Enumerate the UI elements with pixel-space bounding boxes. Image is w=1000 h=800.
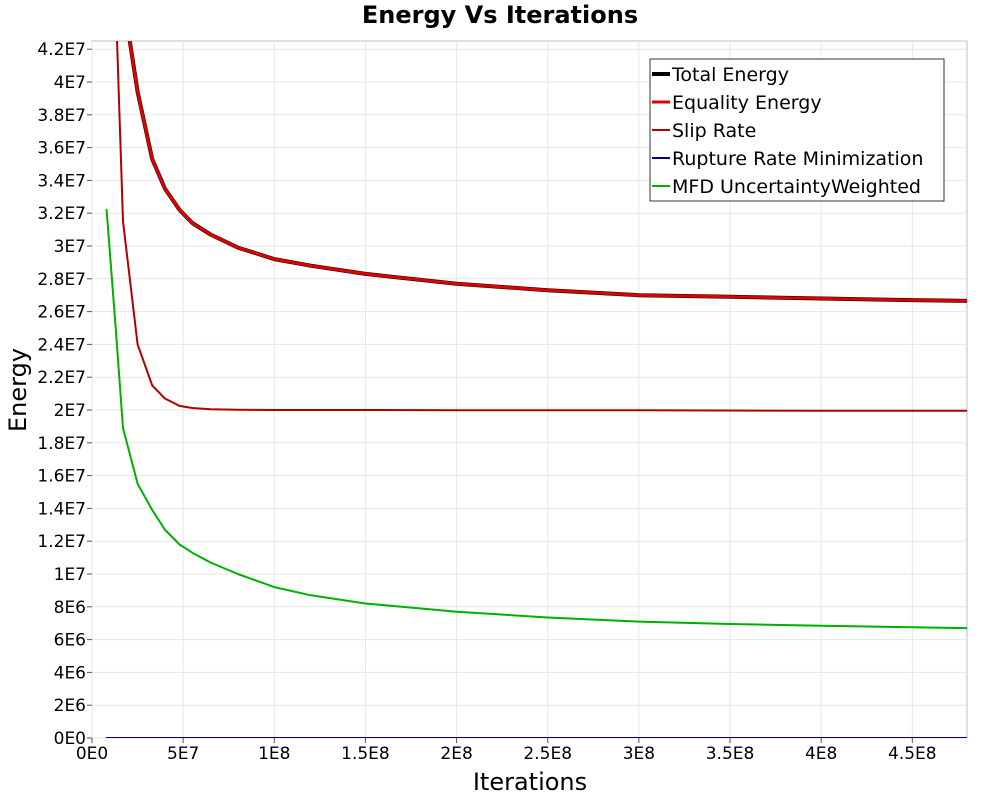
legend: Total Energy Equality Energy Slip Rate Rupt… [649,58,945,202]
y-tick-label: 3.4E7 [37,171,86,191]
x-tick-label: 2.5E8 [523,744,572,764]
y-tick-label: 2E7 [54,401,86,421]
x-tick-label: 3.5E8 [706,744,755,764]
series-lines [105,41,967,738]
legend-label: Total Energy [671,64,789,86]
y-tick-label: 6E6 [54,631,86,651]
y-tick-label: 4E7 [54,73,86,93]
y-tick-label: 8E6 [54,598,86,618]
series-line-equality-energy [128,41,967,303]
x-axis-label: Iterations [473,768,587,796]
y-axis-ticks: 0E0 2E6 4E6 6E6 8E6 1E7 1.2E7 1.4E7 1.6E7 1.8E7 2E… [37,40,92,749]
y-axis-label: Energy [4,348,32,432]
y-tick-label: 3.8E7 [37,106,86,126]
y-tick-label: 2E6 [54,696,86,716]
y-tick-label: 0E0 [54,729,86,749]
legend-box [649,58,945,202]
x-tick-label: 2E8 [440,744,472,764]
series-line-slip-rate [116,41,967,412]
chart-title: Energy Vs Iterations [362,1,638,29]
y-tick-label: 4.2E7 [37,40,86,60]
legend-label: MFD UncertaintyWeighted [672,176,921,198]
x-tick-label: 1E8 [258,744,290,764]
x-tick-label: 3E8 [623,744,655,764]
legend-label: Slip Rate [672,120,756,142]
x-tick-label: 5E7 [167,744,199,764]
x-tick-label: 4.5E8 [888,744,937,764]
y-tick-label: 2.6E7 [37,303,86,323]
y-tick-label: 3E7 [54,237,86,257]
series-line-mfd-uncertaintyweighted [105,208,967,630]
y-tick-label: 2.2E7 [37,368,86,388]
y-tick-label: 1.2E7 [37,532,86,552]
x-tick-label: 0E0 [76,744,108,764]
y-tick-label: 2.4E7 [37,335,86,355]
legend-label: Equality Energy [672,92,822,114]
y-tick-label: 3.2E7 [37,204,86,224]
x-tick-label: 1.5E8 [341,744,390,764]
y-tick-label: 1.8E7 [37,434,86,454]
y-tick-label: 1.4E7 [37,499,86,519]
y-tick-label: 3.6E7 [37,139,86,159]
y-tick-label: 4E6 [54,663,86,683]
y-tick-label: 1.6E7 [37,467,86,487]
y-tick-label: 1E7 [54,565,86,585]
x-axis-ticks: 0E0 5E7 1E8 1.5E8 2E8 2.5E8 3E8 3.5E8 4E8 4.5E8 [76,738,937,764]
legend-label: Rupture Rate Minimization [672,148,923,170]
x-tick-label: 4E8 [805,744,837,764]
y-tick-label: 2.8E7 [37,270,86,290]
